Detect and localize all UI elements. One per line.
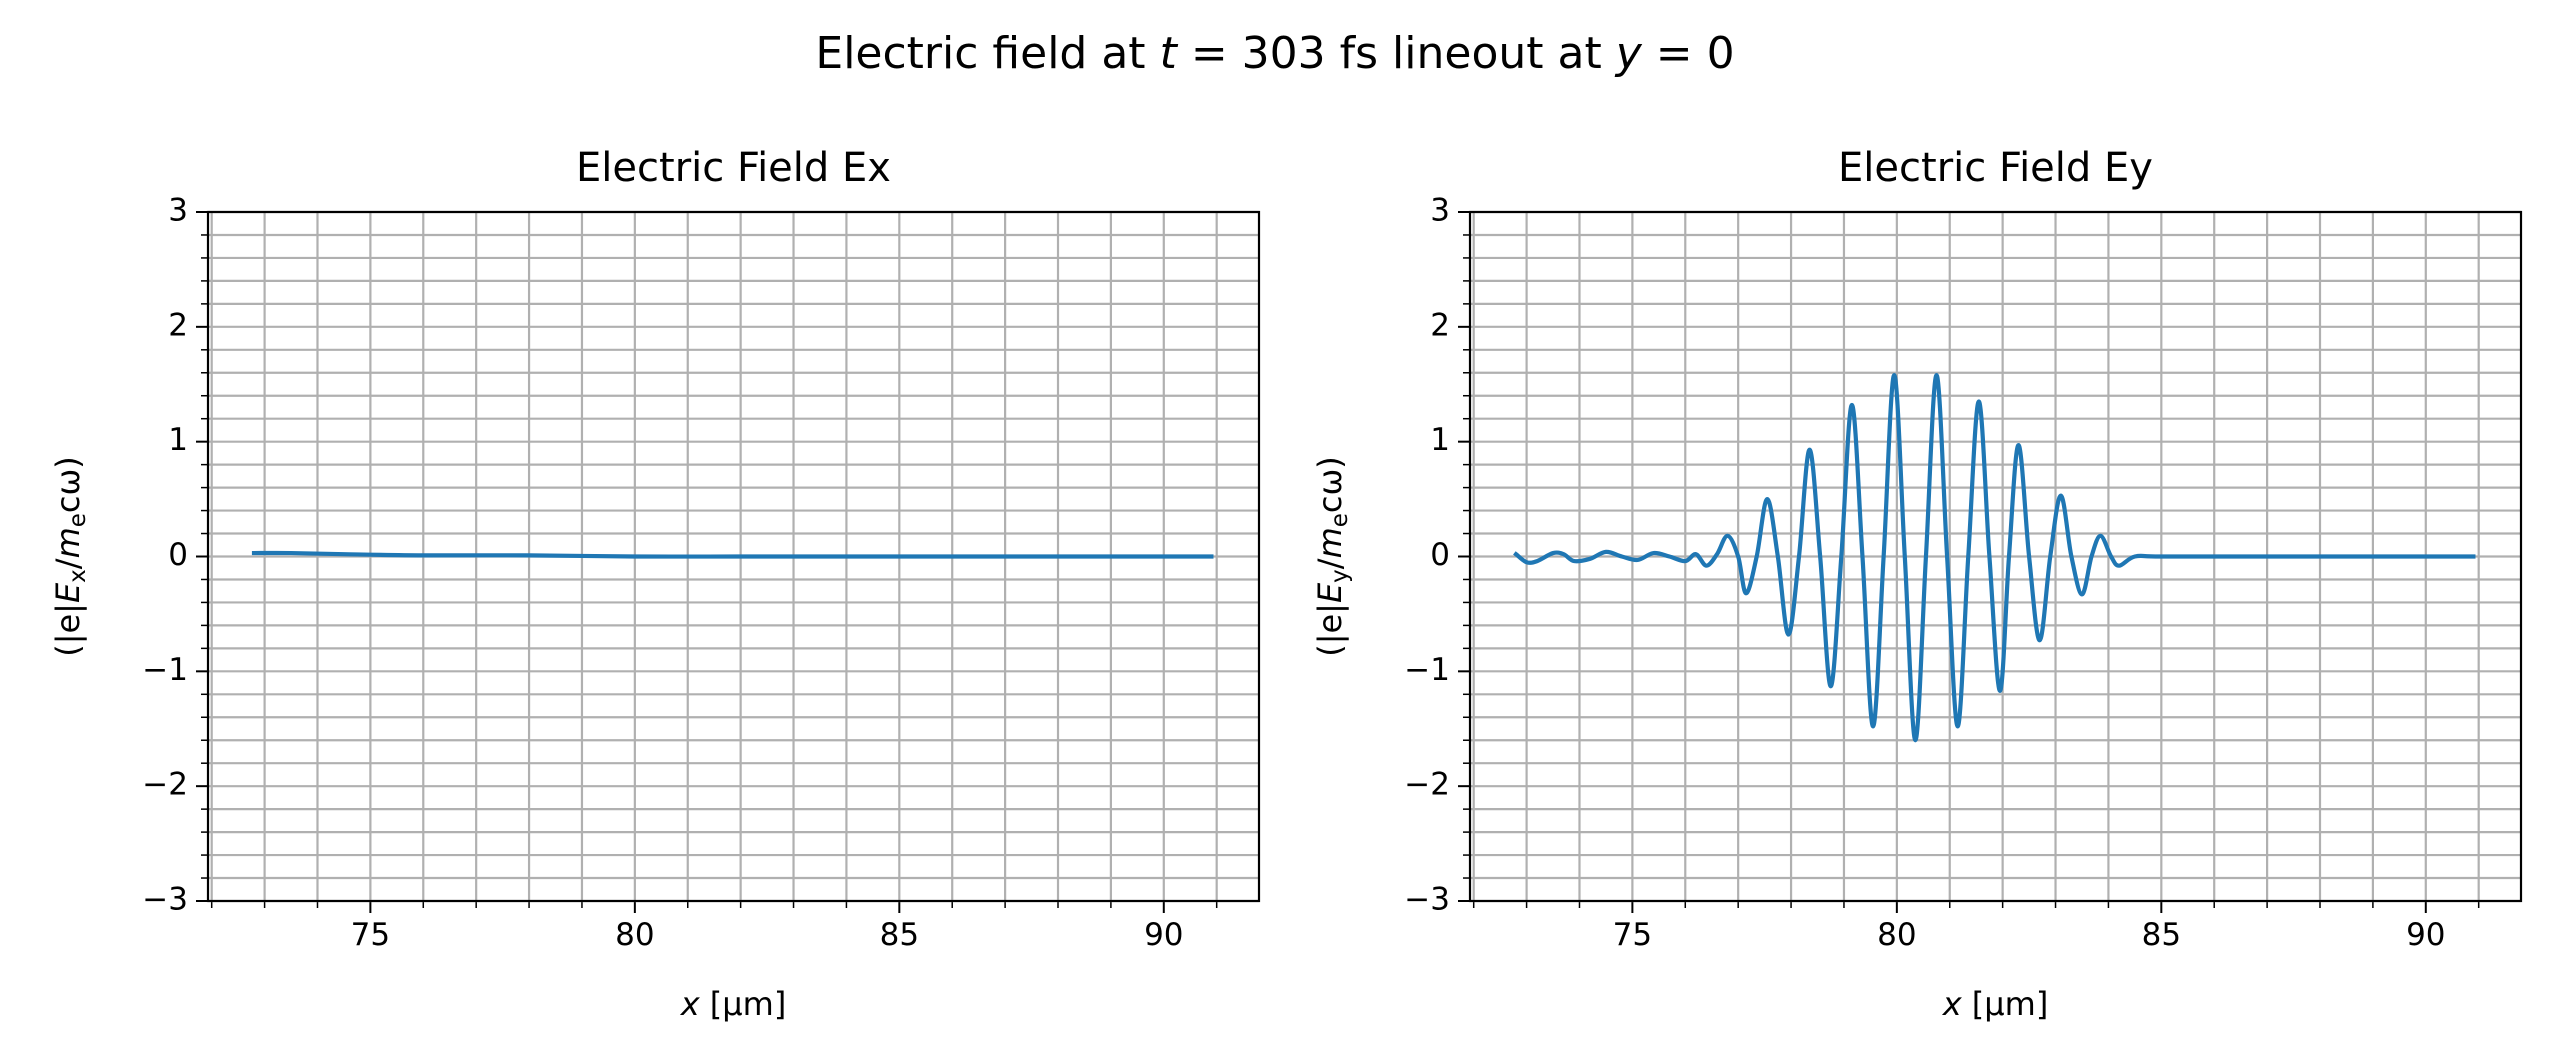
y-label-part: cω) — [49, 456, 87, 513]
y-axis-label: (|e|Ey/mecω) — [1311, 456, 1353, 657]
x-label-part: x — [1942, 985, 1963, 1023]
y-label-part: x — [65, 569, 91, 583]
y-label-part: E — [1311, 582, 1349, 603]
x-tick-label: 80 — [1877, 917, 1916, 953]
x-axis-label: x [μm] — [1942, 985, 2049, 1023]
axes-frame — [206, 210, 1261, 903]
x-label-part: [μm] — [1962, 985, 2049, 1023]
figure-title: Electric field at t = 303 fs lineout at … — [815, 28, 1734, 79]
y-label-part: e — [65, 513, 91, 527]
y-label-part: cω) — [1311, 456, 1349, 513]
x-tick-label: 85 — [880, 917, 919, 953]
y-tick-label: −1 — [1404, 652, 1450, 688]
y-tick-label: 0 — [168, 537, 188, 573]
x-tick-label: 75 — [1613, 917, 1652, 953]
data-line — [1513, 372, 2476, 743]
y-tick-label: 1 — [1430, 422, 1450, 458]
title-part: y — [1614, 28, 1643, 79]
y-label-part: (|e| — [1311, 603, 1349, 657]
y-label-part: m — [1311, 527, 1349, 558]
title-part: Electric field at — [815, 28, 1159, 79]
y-label-part: / — [49, 558, 87, 569]
y-tick-label: 0 — [1430, 537, 1450, 573]
y-tick-label: 2 — [168, 307, 188, 343]
x-label-part: x — [680, 985, 701, 1023]
subplot-title: Electric Field Ex — [576, 145, 891, 191]
y-label-part: (|e| — [49, 603, 87, 657]
x-tick-label: 90 — [1144, 917, 1183, 953]
y-tick-label: 1 — [168, 422, 188, 458]
x-tick-label: 75 — [351, 917, 390, 953]
data-line — [251, 550, 1214, 559]
x-tick-label: 85 — [2142, 917, 2181, 953]
y-tick-label: −1 — [142, 652, 188, 688]
x-tick-label: 80 — [615, 917, 654, 953]
y-tick-label: −2 — [1404, 767, 1450, 803]
y-tick-label: −3 — [142, 882, 188, 918]
y-tick-label: −2 — [142, 767, 188, 803]
title-part: = 0 — [1642, 28, 1735, 79]
y-label-part: E — [49, 582, 87, 603]
title-part: = 303 fs lineout at — [1177, 28, 1616, 79]
y-label-part: y — [1327, 569, 1353, 583]
y-tick-label: 3 — [168, 193, 188, 229]
y-label-part: m — [49, 527, 87, 558]
y-tick-label: 2 — [1430, 307, 1450, 343]
title-part: t — [1160, 28, 1179, 79]
x-tick-label: 90 — [2406, 917, 2445, 953]
subplot-title: Electric Field Ey — [1838, 145, 2153, 191]
x-label-part: [μm] — [700, 985, 787, 1023]
y-label-part: / — [1311, 558, 1349, 569]
y-tick-label: 3 — [1430, 193, 1450, 229]
y-axis-label: (|e|Ex/mecω) — [49, 456, 91, 657]
x-axis-label: x [μm] — [680, 985, 787, 1023]
subplot: 75 80 85 90 −3 −2 −1 0 1 2 3 Electric Field Ey x [μm… — [1311, 145, 2523, 1023]
y-tick-label: −3 — [1404, 882, 1450, 918]
axes-frame — [1468, 210, 2523, 903]
y-label-part: e — [1327, 513, 1353, 527]
